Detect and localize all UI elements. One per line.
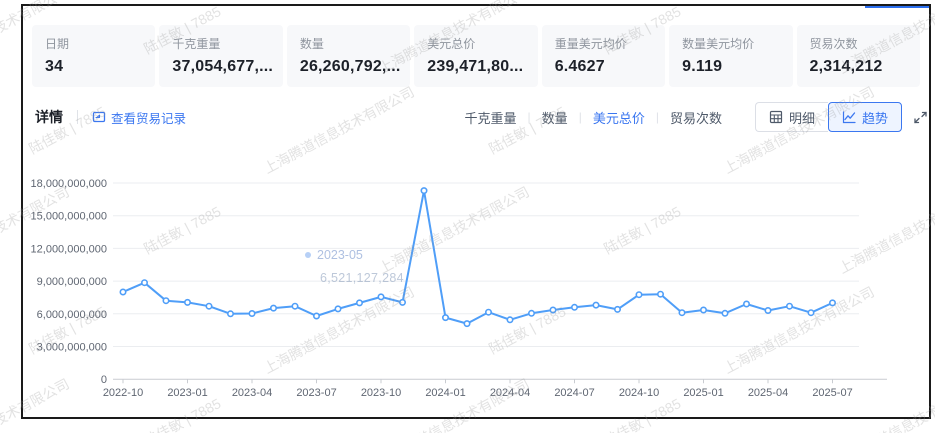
stat-card-label: 数量美元均价 (682, 37, 755, 51)
table-grid-icon (769, 110, 783, 124)
svg-text:2023-07: 2023-07 (296, 387, 336, 399)
stat-card-0: 日期 34 (32, 25, 156, 87)
toolbar-left: 详情 查看贸易记录 (35, 107, 186, 127)
stat-card-value: 239,471,80... (427, 58, 524, 75)
svg-text:2023-10: 2023-10 (361, 387, 401, 399)
svg-text:3,000,000,000: 3,000,000,000 (37, 342, 107, 354)
stat-cards: 日期 34 千克重量 37,054,677,... 数量 26,260,792,... 美元… (32, 25, 920, 87)
stat-card-label: 数量 (299, 37, 324, 51)
detail-button-label: 明细 (788, 110, 815, 126)
svg-text:2023-04: 2023-04 (232, 387, 272, 399)
stat-card-3: 美元总价 239,471,80... (414, 25, 538, 87)
stat-card-label: 千克重量 (172, 37, 221, 51)
metric-tab-3[interactable]: 贸易次数 (669, 110, 722, 126)
metric-tab-2[interactable]: 美元总价 (592, 110, 645, 126)
svg-text:6,000,000,000: 6,000,000,000 (37, 309, 107, 321)
stat-card-value: 34 (45, 58, 64, 75)
metric-tab-divider: | (655, 110, 659, 124)
svg-text:2024-01: 2024-01 (425, 387, 465, 399)
stat-card-label: 贸易次数 (809, 37, 858, 51)
svg-text:2025-07: 2025-07 (812, 387, 852, 399)
toolbar-divider (77, 110, 78, 124)
view-trade-records-link[interactable]: 查看贸易记录 (92, 108, 186, 127)
metric-tabs: 千克重量 | 数量 | 美元总价 | 贸易次数 (454, 108, 733, 127)
svg-text:2024-04: 2024-04 (490, 387, 530, 399)
toolbar-right: 千克重量 | 数量 | 美元总价 | 贸易次数 明细 趋势 (454, 102, 927, 132)
trend-button[interactable]: 趋势 (827, 102, 902, 132)
svg-text:12,000,000,000: 12,000,000,000 (31, 243, 107, 255)
metric-tab-divider: | (527, 110, 531, 124)
dashboard-panel: 日期 34 千克重量 37,054,677,... 数量 26,260,792,... 美元… (21, 4, 931, 419)
stat-card-value: 6.4627 (554, 58, 605, 75)
stat-card-value: 9.119 (682, 58, 723, 75)
records-window-icon (92, 110, 106, 124)
svg-text:2025-01: 2025-01 (683, 387, 723, 399)
stat-card-4: 重量美元均价 6.4627 (541, 25, 666, 87)
trend-chart-svg: 18,000,000,000 15,000,000,000 12,000,000,0… (31, 178, 887, 399)
stat-card-value: 2,314,212 (809, 58, 883, 75)
stat-card-5: 数量美元均价 9.119 (669, 25, 793, 87)
trend-button-label: 趋势 (861, 110, 888, 126)
stat-card-label: 美元总价 (427, 37, 476, 51)
metric-tab-divider: | (578, 110, 582, 124)
stat-card-value: 37,054,677,... (172, 58, 274, 75)
svg-text:2023-01: 2023-01 (167, 387, 207, 399)
svg-text:18,000,000,000: 18,000,000,000 (31, 178, 107, 190)
toolbar: 详情 查看贸易记录 千克重量 | 数量 | 美元总价 | 贸易次数 (35, 100, 927, 134)
svg-text:2024-10: 2024-10 (619, 387, 659, 399)
svg-text:9,000,000,000: 9,000,000,000 (37, 276, 107, 288)
stat-card-value: 26,260,792,... (299, 58, 401, 75)
trend-chart[interactable]: 18,000,000,000 15,000,000,000 12,000,000,0… (23, 148, 929, 416)
metric-tab-1[interactable]: 数量 (541, 110, 568, 126)
stat-card-1: 千克重量 37,054,677,... (159, 25, 283, 87)
metric-tab-0[interactable]: 千克重量 (464, 110, 517, 126)
stat-card-2: 数量 26,260,792,... (286, 25, 411, 87)
svg-text:15,000,000,000: 15,000,000,000 (31, 211, 107, 223)
trend-line-icon (842, 110, 856, 124)
svg-text:2024-07: 2024-07 (554, 387, 594, 399)
section-title: 详情 (35, 109, 63, 125)
stat-card-label: 日期 (45, 37, 70, 51)
stat-card-6: 贸易次数 2,314,212 (796, 25, 920, 87)
top-accent-bar (865, 6, 929, 8)
svg-text:2022-10: 2022-10 (103, 387, 143, 399)
stat-card-label: 重量美元均价 (554, 37, 627, 51)
detail-button[interactable]: 明细 (754, 102, 828, 132)
svg-text:2025-04: 2025-04 (748, 387, 788, 399)
view-trade-records-label: 查看贸易记录 (111, 111, 187, 126)
fullscreen-icon[interactable] (914, 111, 927, 124)
svg-text:0: 0 (101, 374, 107, 386)
